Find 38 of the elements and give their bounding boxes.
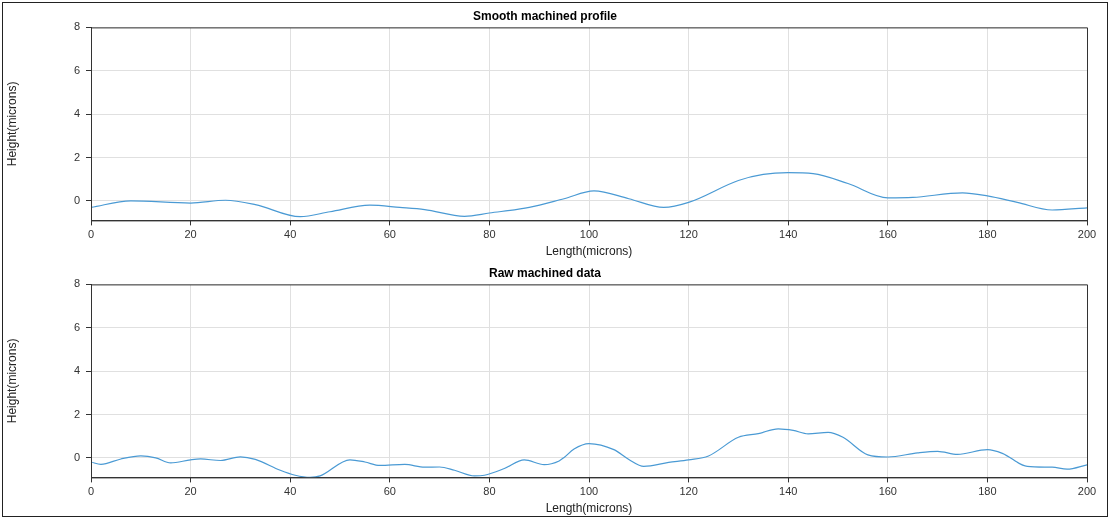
x-tick-label: 120 — [679, 228, 698, 241]
y-tick-label: 8 — [73, 277, 80, 290]
x-tick-label: 80 — [483, 228, 496, 241]
x-tick-label: 100 — [579, 485, 599, 498]
x-tick-label: 40 — [284, 228, 297, 241]
y-tick-label: 0 — [73, 450, 80, 463]
y-tick-label: 6 — [73, 63, 80, 76]
x-tick-label: 0 — [87, 228, 95, 241]
x-tick-label: 20 — [184, 485, 197, 498]
y-tick-label: 2 — [73, 407, 80, 420]
x-tick-label: 160 — [878, 228, 897, 241]
x-tick-label: 140 — [779, 485, 798, 498]
x-tick-label: 180 — [978, 228, 997, 241]
y-tick-label: 2 — [73, 150, 80, 163]
x-tick-label: 60 — [383, 228, 396, 241]
x-tick-label: 60 — [383, 485, 396, 498]
y-tick-label: 6 — [73, 320, 80, 333]
x-tick-label: 80 — [483, 485, 496, 498]
x-tick-label: 0 — [87, 485, 95, 498]
y-axis-title: Height(microns) — [4, 81, 19, 167]
x-tick-label: 120 — [679, 485, 698, 498]
y-tick-label: 4 — [73, 107, 80, 120]
y-axis-title: Height(microns) — [4, 338, 19, 424]
x-tick-label: 200 — [1077, 228, 1097, 241]
chart-title: Smooth machined profile — [472, 8, 618, 23]
x-axis-title: Length(microns) — [545, 244, 633, 259]
x-tick-label: 160 — [878, 485, 897, 498]
x-tick-label: 200 — [1077, 485, 1097, 498]
x-tick-label: 20 — [184, 228, 197, 241]
y-tick-label: 8 — [73, 20, 80, 33]
y-tick-label: 0 — [73, 193, 80, 206]
x-tick-label: 40 — [284, 485, 297, 498]
x-tick-label: 180 — [978, 485, 997, 498]
x-tick-label: 100 — [579, 228, 599, 241]
chart-title: Raw machined data — [488, 265, 602, 280]
x-tick-label: 140 — [779, 228, 798, 241]
x-axis-title: Length(microns) — [545, 501, 633, 516]
y-tick-label: 4 — [73, 364, 80, 377]
